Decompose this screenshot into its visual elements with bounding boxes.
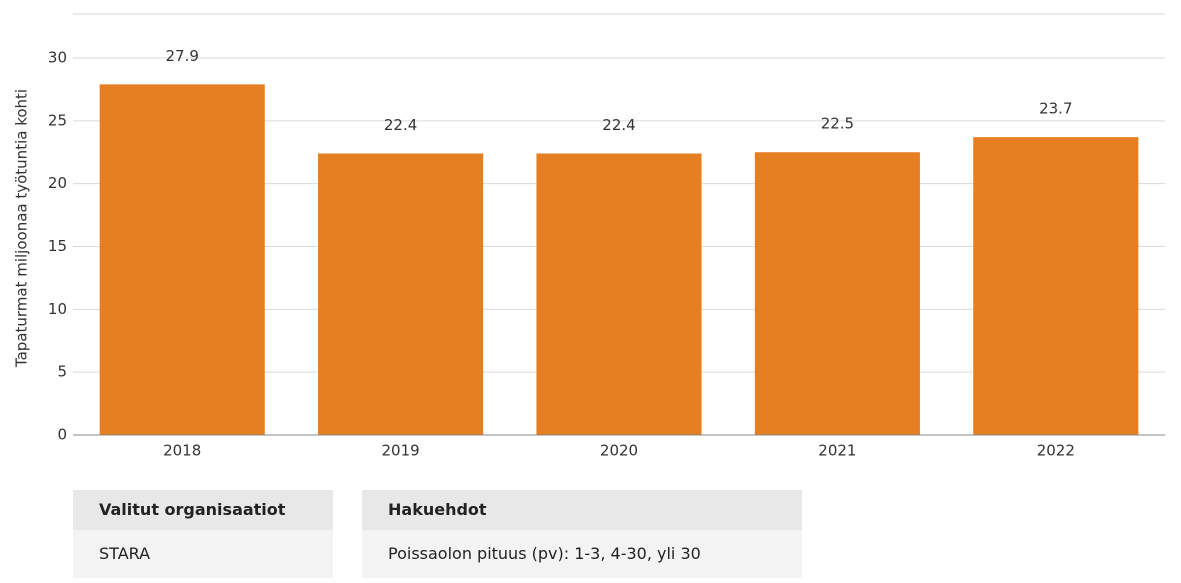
y-axis-label: Tapaturmat miljoonaa työtuntia kohti	[13, 89, 31, 368]
filter-header: Valitut organisaatiot	[73, 490, 333, 530]
filter-box: Hakuehdot Poissaolon pituus (pv): 1-3, 4…	[362, 490, 802, 578]
filter-header: Hakuehdot	[362, 490, 802, 530]
y-tick-label: 10	[48, 300, 67, 318]
y-tick-label: 20	[48, 174, 67, 192]
data-label: 22.5	[821, 115, 854, 133]
bar	[754, 152, 920, 435]
data-label: 22.4	[602, 116, 635, 134]
y-tick-label: 5	[57, 363, 67, 381]
bar	[973, 137, 1139, 435]
bar	[536, 153, 702, 435]
bar	[318, 153, 484, 435]
data-label: 27.9	[165, 47, 198, 65]
bar	[99, 84, 265, 435]
filter-box: Valitut organisaatiot STARA	[73, 490, 333, 578]
y-tick-label: 25	[48, 111, 67, 129]
filter-value: STARA	[73, 530, 333, 578]
x-tick-label: 2018	[163, 442, 201, 460]
data-label: 22.4	[384, 116, 417, 134]
chart: Tapaturmat miljoonaa työtuntia kohti 0 5 1…	[13, 13, 1165, 460]
y-tick-label: 30	[48, 48, 67, 66]
y-tick-label: 0	[57, 426, 67, 444]
x-tick-label: 2020	[600, 442, 638, 460]
y-tick-label: 15	[48, 237, 67, 255]
x-tick-label: 2022	[1037, 442, 1075, 460]
x-tick-label: 2019	[382, 442, 420, 460]
x-tick-label: 2021	[818, 442, 856, 460]
data-label: 23.7	[1039, 100, 1072, 118]
filter-value: Poissaolon pituus (pv): 1-3, 4-30, yli 3…	[362, 530, 802, 578]
